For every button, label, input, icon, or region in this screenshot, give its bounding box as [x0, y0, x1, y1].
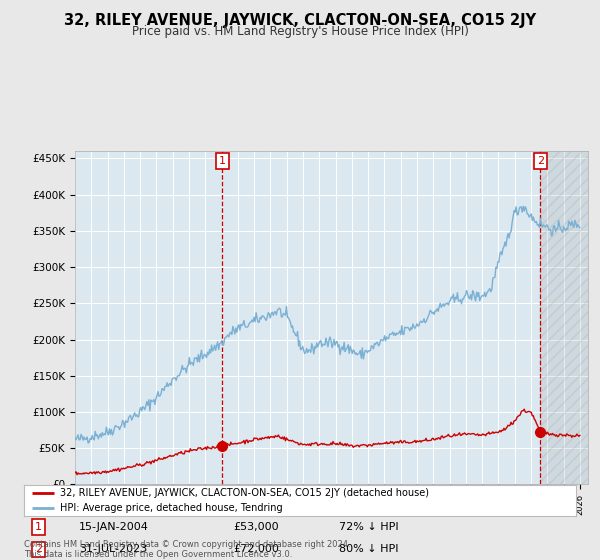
- Text: HPI: Average price, detached house, Tendring: HPI: Average price, detached house, Tend…: [60, 503, 283, 514]
- Text: Contains HM Land Registry data © Crown copyright and database right 2024.
This d: Contains HM Land Registry data © Crown c…: [24, 540, 350, 559]
- Text: Price paid vs. HM Land Registry's House Price Index (HPI): Price paid vs. HM Land Registry's House …: [131, 25, 469, 38]
- Text: 15-JAN-2004: 15-JAN-2004: [79, 522, 149, 532]
- Text: 1: 1: [35, 522, 42, 532]
- Text: 1: 1: [219, 156, 226, 166]
- Text: 32, RILEY AVENUE, JAYWICK, CLACTON-ON-SEA, CO15 2JY (detached house): 32, RILEY AVENUE, JAYWICK, CLACTON-ON-SE…: [60, 488, 429, 498]
- Text: £53,000: £53,000: [234, 522, 280, 532]
- Text: 32, RILEY AVENUE, JAYWICK, CLACTON-ON-SEA, CO15 2JY: 32, RILEY AVENUE, JAYWICK, CLACTON-ON-SE…: [64, 13, 536, 28]
- Text: 80% ↓ HPI: 80% ↓ HPI: [338, 544, 398, 554]
- Text: 2: 2: [537, 156, 544, 166]
- Text: £72,000: £72,000: [234, 544, 280, 554]
- Text: 31-JUL-2023: 31-JUL-2023: [79, 544, 148, 554]
- Text: 2: 2: [35, 544, 42, 554]
- Text: 72% ↓ HPI: 72% ↓ HPI: [338, 522, 398, 532]
